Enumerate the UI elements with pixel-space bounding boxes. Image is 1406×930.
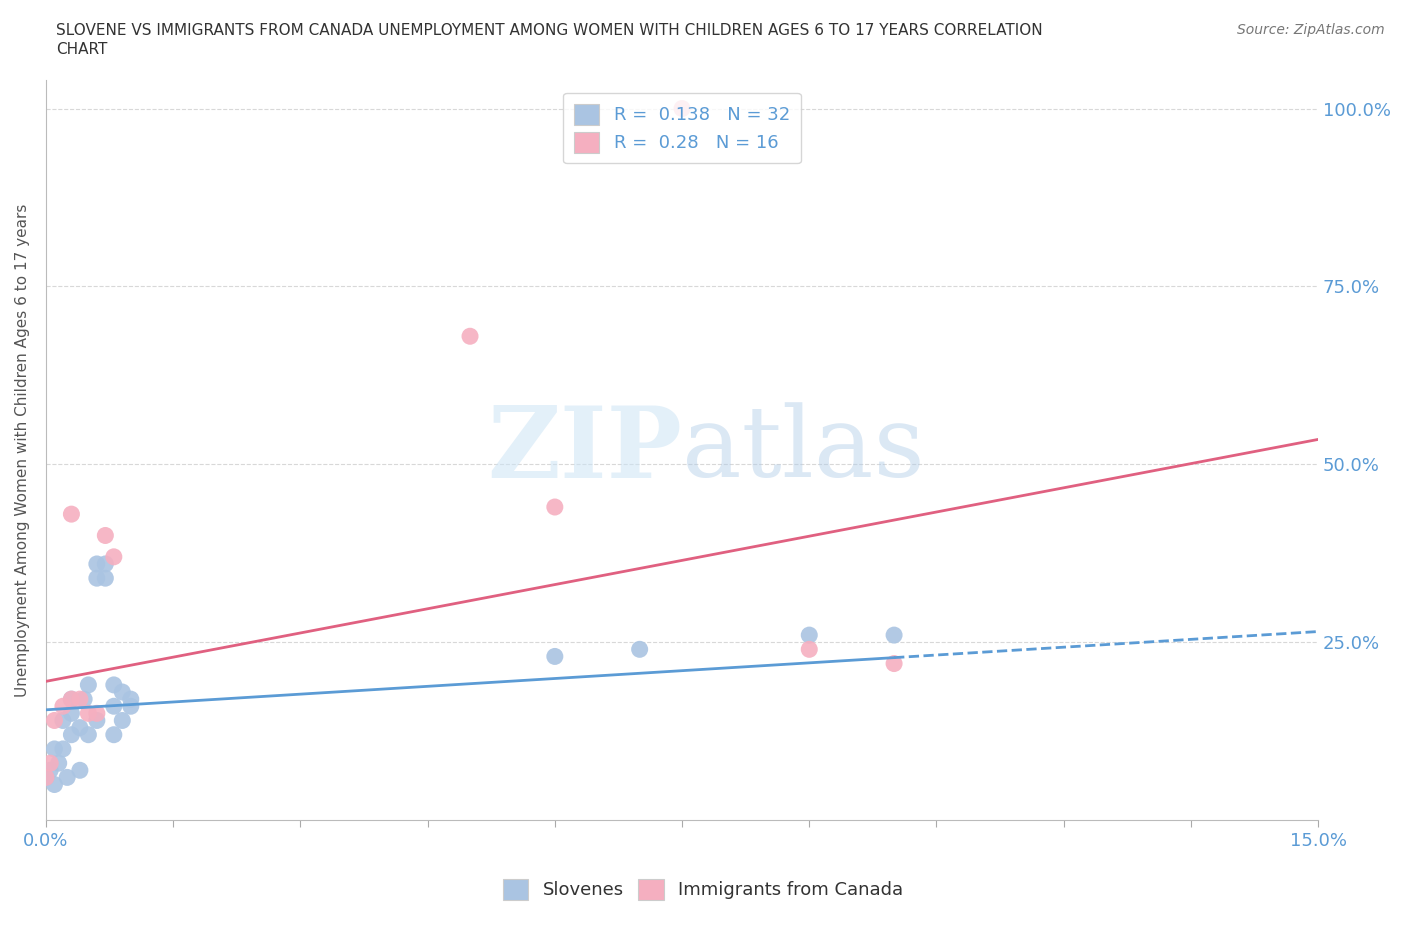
Point: [69, 720, 91, 735]
Point: [69, 692, 91, 707]
Point: [111, 713, 134, 728]
Point: [39, 763, 62, 777]
Point: [120, 698, 142, 713]
Point: [103, 677, 125, 692]
Point: [86, 706, 108, 721]
Point: [69, 763, 91, 777]
Point: [111, 684, 134, 699]
Point: [94, 528, 117, 543]
Point: [883, 657, 905, 671]
Point: [458, 329, 481, 344]
Legend: R =  0.138   N = 32, R =  0.28   N = 16: R = 0.138 N = 32, R = 0.28 N = 16: [564, 93, 801, 164]
Point: [671, 101, 693, 116]
Point: [60, 692, 83, 707]
Point: [60, 507, 83, 522]
Point: [44, 741, 66, 756]
Point: [94, 556, 117, 571]
Text: atlas: atlas: [682, 402, 925, 498]
Point: [60, 727, 83, 742]
Point: [77, 706, 100, 721]
Point: [883, 628, 905, 643]
Point: [39, 756, 62, 771]
Point: [52, 698, 75, 713]
Point: [77, 727, 100, 742]
Legend: Slovenes, Immigrants from Canada: Slovenes, Immigrants from Canada: [496, 871, 910, 907]
Point: [52, 741, 75, 756]
Point: [60, 706, 83, 721]
Text: CHART: CHART: [56, 42, 108, 57]
Point: [44, 713, 66, 728]
Point: [544, 499, 567, 514]
Text: SLOVENE VS IMMIGRANTS FROM CANADA UNEMPLOYMENT AMONG WOMEN WITH CHILDREN AGES 6 : SLOVENE VS IMMIGRANTS FROM CANADA UNEMPL…: [56, 23, 1043, 38]
Point: [799, 628, 821, 643]
Point: [86, 571, 108, 586]
Point: [48, 756, 70, 771]
Point: [103, 698, 125, 713]
Text: ZIP: ZIP: [488, 402, 682, 498]
Point: [86, 556, 108, 571]
Point: [94, 571, 117, 586]
Point: [86, 713, 108, 728]
Point: [77, 677, 100, 692]
Text: Source: ZipAtlas.com: Source: ZipAtlas.com: [1237, 23, 1385, 37]
Point: [35, 770, 58, 785]
Point: [56, 770, 79, 785]
Point: [44, 777, 66, 792]
Point: [103, 727, 125, 742]
Point: [799, 642, 821, 657]
Point: [120, 692, 142, 707]
Point: [103, 550, 125, 565]
Point: [52, 713, 75, 728]
Point: [628, 642, 651, 657]
Point: [544, 649, 567, 664]
Point: [35, 770, 58, 785]
Point: [73, 692, 96, 707]
Y-axis label: Unemployment Among Women with Children Ages 6 to 17 years: Unemployment Among Women with Children A…: [15, 204, 30, 697]
Point: [60, 692, 83, 707]
